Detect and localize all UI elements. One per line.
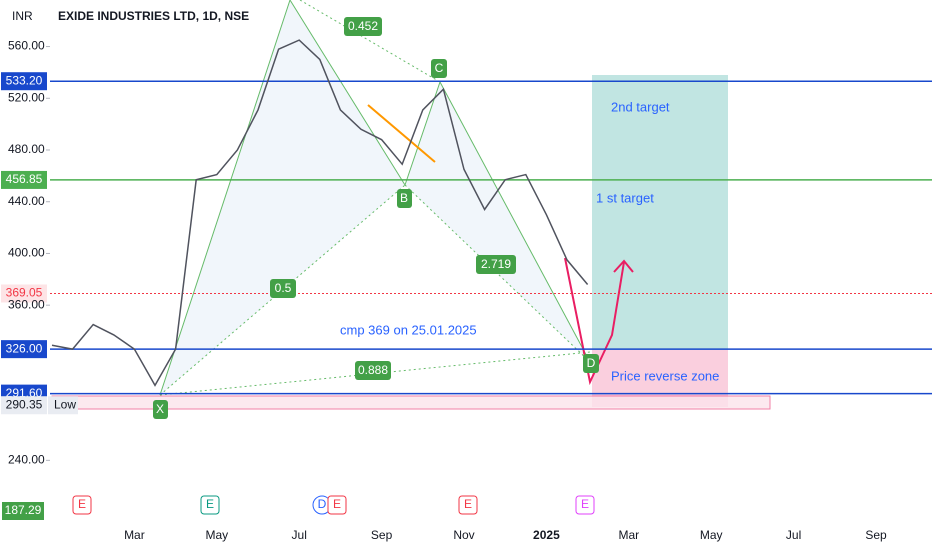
level-note: Low: [54, 397, 76, 411]
y-tick-label: 240.00: [8, 453, 45, 467]
chart-title: EXIDE INDUSTRIES LTD, 1D, NSE: [58, 9, 249, 23]
level-label: 533.20: [6, 73, 43, 87]
events: E E D E E E: [72, 495, 595, 515]
x-tick-label: Jul: [292, 528, 307, 542]
y-tick-label: 400.00: [8, 246, 45, 260]
annotation: Price reverse zone: [611, 368, 719, 383]
y-tick-label: 480.00: [8, 142, 45, 156]
event-label: E: [78, 497, 86, 511]
x-tick-label: Sep: [865, 528, 887, 542]
plot: 560.00 520.00 480.00 440.00 400.00 360.00 240.…: [8, 39, 887, 542]
x-tick-label: May: [205, 528, 228, 542]
projection-arrow: [564, 257, 625, 386]
point-label: B: [400, 191, 408, 205]
level-label: 290.35: [6, 397, 43, 411]
point-box: [153, 400, 168, 419]
level-box: [1, 396, 47, 415]
currency: INR: [12, 9, 33, 23]
event-label: E: [206, 497, 214, 511]
x-tick-label: May: [700, 528, 723, 542]
level-label: 326.00: [6, 341, 43, 355]
level-label: 456.85: [6, 172, 43, 186]
x-tick-label: Jul: [786, 528, 801, 542]
ratio-box: [344, 17, 382, 36]
point-label: D: [587, 356, 596, 370]
annotation: 2nd target: [611, 99, 670, 114]
ratio-label: 0.5: [275, 281, 292, 295]
indicator-label: 187.29: [5, 503, 42, 517]
event-box: [72, 495, 92, 515]
ratio-box: [270, 279, 296, 298]
x-tick-label: Mar: [124, 528, 145, 542]
event-label: D: [318, 497, 327, 511]
event-box: [458, 495, 478, 515]
y-tick-label: 560.00: [8, 39, 45, 53]
x-tick-label: 2025: [533, 528, 560, 542]
level-box: [1, 284, 47, 303]
target-zone: [592, 75, 728, 350]
event-box: [200, 495, 220, 515]
level-box: [1, 72, 47, 91]
point-label: X: [156, 402, 164, 416]
x-tick-label: Sep: [371, 528, 393, 542]
y-tick-label: 360.00: [8, 297, 45, 311]
level-box: [1, 170, 47, 189]
ratio-label: 0.452: [348, 19, 378, 33]
x-tick-label: Nov: [453, 528, 474, 542]
x-tick-label: Mar: [618, 528, 639, 542]
indicator-box: [2, 502, 44, 520]
event-label: E: [581, 497, 589, 511]
y-tick-label: 520.00: [8, 90, 45, 104]
level-box: [1, 340, 47, 359]
ratio-line: [299, 0, 441, 83]
y-tick-label: 440.00: [8, 194, 45, 208]
trend-line: [367, 104, 436, 163]
event-box: [575, 495, 595, 515]
price-line: [51, 39, 589, 387]
ratio-label: 0.888: [358, 363, 388, 377]
point-label: C: [435, 61, 444, 75]
point-box: [583, 354, 599, 373]
event-label: E: [464, 497, 472, 511]
pattern-fill: [405, 82, 590, 362]
event-box: [327, 495, 347, 515]
ratio-label: 2.719: [481, 257, 511, 271]
ratio-box: [355, 361, 391, 380]
point-box: [431, 59, 447, 78]
level-label: 369.05: [6, 286, 43, 300]
annotation: cmp 369 on 25.01.2025: [340, 322, 477, 337]
pattern-fill: [160, 0, 405, 395]
annotation: 1 st target: [596, 190, 654, 205]
arrow-head: [613, 259, 634, 273]
event-label: E: [333, 497, 341, 511]
level-note-box: [48, 396, 78, 415]
ratio-box: [476, 255, 516, 274]
point-box: [397, 189, 412, 208]
